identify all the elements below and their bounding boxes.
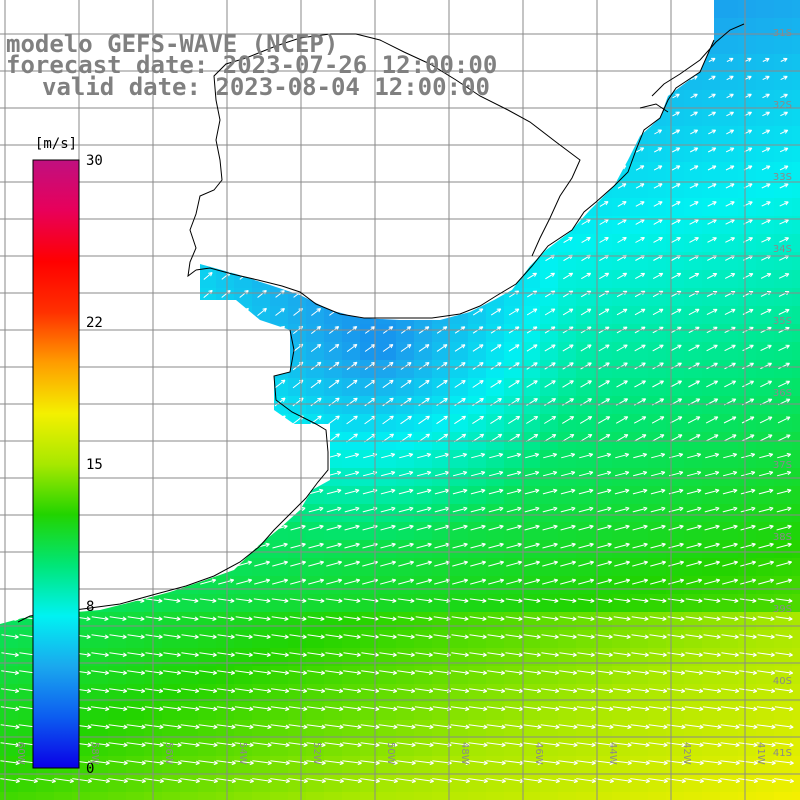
lon-label: 50W <box>385 742 396 765</box>
colorbar: [m/s] 30 22 15 8 0 <box>32 136 103 777</box>
lon-label: 41W <box>755 742 766 765</box>
longitude-labels: 60W 58W 56W 54W 52W 50W 48W 46W 44W 42W 41W <box>15 742 766 765</box>
latitude-labels: 31S 32S 33S 34S 35S 36S 37S 38S 39S 40S 41S <box>773 28 792 759</box>
lon-label: 46W <box>533 742 544 765</box>
lat-label: 36S <box>773 388 792 399</box>
lat-label: 34S <box>773 244 792 255</box>
wind-arrows <box>0 57 794 784</box>
lat-label: 40S <box>773 676 792 687</box>
lon-label: 56W <box>163 742 174 765</box>
colorbar-tick-label: 0 <box>86 761 94 777</box>
colorbar-tick-label: 22 <box>86 315 103 331</box>
coastline <box>17 23 745 623</box>
colorbar-unit: [m/s] <box>35 136 77 152</box>
lon-label: 58W <box>89 742 100 765</box>
coastline-mainland <box>195 39 715 319</box>
colorbar-tick-label: 15 <box>86 457 103 473</box>
lat-label: 38S <box>773 532 792 543</box>
forecast-date: forecast date: 2023-07-26 12:00:00 <box>6 51 498 79</box>
lat-label: 41S <box>773 748 792 759</box>
coastline-lagoon <box>639 23 745 113</box>
lon-label: 60W <box>15 742 26 765</box>
colorbar-tick-label: 30 <box>86 153 103 169</box>
lat-label: 31S <box>773 28 792 39</box>
valid-date: valid date: 2023-08-04 12:00:00 <box>42 73 490 101</box>
lat-label: 32S <box>773 100 792 111</box>
coastline-uruguay <box>355 33 581 257</box>
lat-label: 37S <box>773 460 792 471</box>
colorbar-tick-label: 8 <box>86 599 94 615</box>
coastline-estuary <box>187 33 356 278</box>
lat-label: 35S <box>773 316 792 327</box>
lon-label: 44W <box>607 742 618 765</box>
land-mask <box>0 0 714 624</box>
lon-label: 52W <box>311 742 322 765</box>
lat-label: 39S <box>773 604 792 615</box>
coastline-bay <box>17 329 329 623</box>
lon-label: 54W <box>237 742 248 765</box>
lon-label: 48W <box>459 742 470 765</box>
model-title: modelo GEFS-WAVE (NCEP) <box>6 30 339 58</box>
lon-label: 42W <box>681 742 692 765</box>
lat-label: 33S <box>773 172 792 183</box>
colorbar-gradient <box>32 159 80 769</box>
